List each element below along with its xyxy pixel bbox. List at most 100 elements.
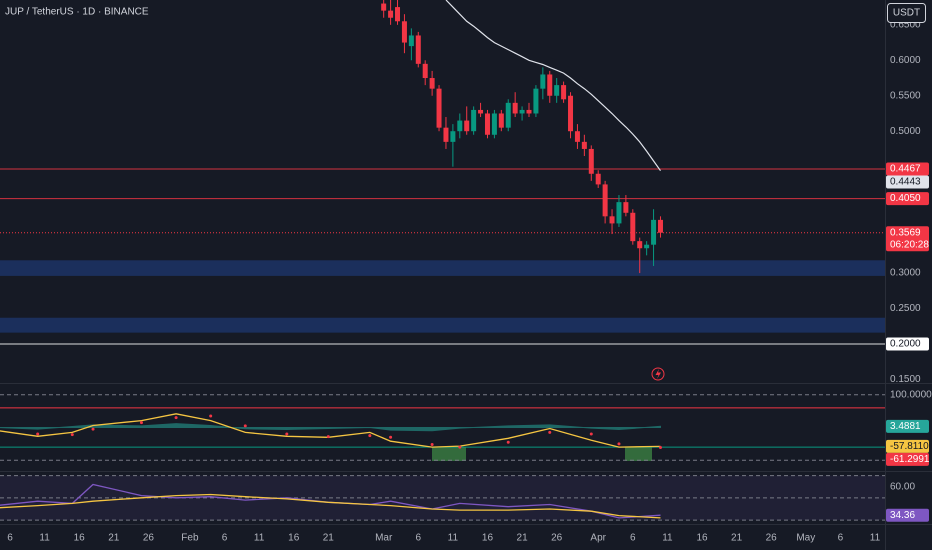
x-tick-label: 6 [415,533,421,544]
y-tick-label: 0.3000 [890,268,921,279]
x-tick-label: 11 [39,533,50,544]
axes: 0.6500 0.6000 0.5500 0.5000 0.3000 0.2500 0.15… [7,19,932,543]
signal-dot [326,435,330,439]
signal-dot [243,424,247,428]
currency-button[interactable] [887,3,926,23]
moving-average [445,0,661,172]
value-box [886,508,929,522]
signal-dot [368,434,372,438]
y-tick-label: 0.1500 [890,374,921,385]
candle-body [651,219,657,245]
y-tick-label: 0.2500 [890,303,921,314]
price-box-label: 0.4467 [890,164,921,175]
candle-body [568,95,574,132]
y-tick-label: 60.00 [890,481,915,492]
x-tick-label: 21 [323,533,335,544]
candle-body [657,219,663,233]
candle-body [478,109,484,114]
value-label: 3.4881 [890,421,921,432]
candle-body [408,35,414,47]
price-box [886,337,929,351]
signal-dot [430,442,434,446]
x-tick-label: 6 [630,533,636,544]
value-label: -61.2991 [890,454,930,465]
value-box [886,419,929,433]
x-tick-label: 21 [517,533,529,544]
x-tick-label: 21 [731,533,743,544]
candle-body [574,131,580,142]
candle-body [616,202,622,224]
candle-body [561,85,567,100]
currency-label[interactable]: USDT [893,8,920,19]
signal-dot [658,446,662,450]
x-tick-label: 11 [870,533,881,544]
x-tick-label: Feb [181,533,199,544]
x-tick-label: 16 [696,533,708,544]
zone [0,260,885,276]
y-tick-label: 0.6000 [890,55,921,66]
price-box-label: 0.4050 [890,193,921,204]
value-box [886,439,929,453]
signal-dot [70,433,74,437]
alert-icon [651,367,665,381]
x-tick-label: 11 [448,533,459,544]
candle-body [609,216,615,224]
x-tick-label: Apr [590,533,606,544]
signal-dot [506,440,510,444]
x-tick-label: 11 [662,533,673,544]
countdown-label: 06:20:28 [890,239,929,250]
candle-body [637,241,643,249]
signal-dot [589,432,593,436]
oversold-highlight [625,447,652,461]
signal-dot [285,432,289,436]
signal-dot [458,445,462,449]
x-tick-label: 6 [222,533,228,544]
candle-body [484,113,490,135]
signal-dot [36,432,40,436]
signal-dot [174,416,178,420]
x-tick-label: 6 [7,533,13,544]
y-tick-label: 0.5500 [890,90,921,101]
candle-body [443,127,449,142]
x-tick-label: 26 [766,533,778,544]
price-box-label: 0.4443 [890,177,921,188]
value-box [886,452,929,466]
candle-body [415,35,421,64]
x-tick-label: May [796,533,815,544]
candle-body [581,141,587,149]
wave-area [0,423,662,432]
price-box [886,192,929,206]
candle-body [401,21,407,43]
candle-body [436,88,442,128]
signal-dot [548,430,552,434]
symbol-title: JUP / TetherUS · 1D · BINANCE [5,7,149,18]
candle-body [471,109,477,132]
value-label: 34.36 [890,510,915,521]
price-box-label: 0.3569 [890,227,921,238]
price-box [886,175,929,189]
x-tick-label: 16 [74,533,86,544]
signal-dot [209,414,213,418]
zone [0,317,885,333]
signal-dot [139,421,143,425]
candle-body [464,120,470,132]
x-tick-label: 16 [482,533,494,544]
candle-body [395,7,401,22]
indicator-line [0,493,661,519]
candle-body [388,10,394,18]
level-label: 100.0000 [890,389,932,400]
candle-body [526,109,532,114]
candle-body [422,63,428,79]
x-tick-label: 26 [143,533,155,544]
signal-dot [91,427,95,431]
x-tick-label: 6 [838,533,844,544]
candle-body [588,148,594,174]
oscillator-pane [0,394,885,461]
price-box-label: 0.2000 [890,339,921,350]
candle-body [547,74,553,96]
candle-body [429,78,435,89]
x-tick-label: 21 [108,533,120,544]
candle-body [519,109,525,114]
candle-body [457,120,463,132]
